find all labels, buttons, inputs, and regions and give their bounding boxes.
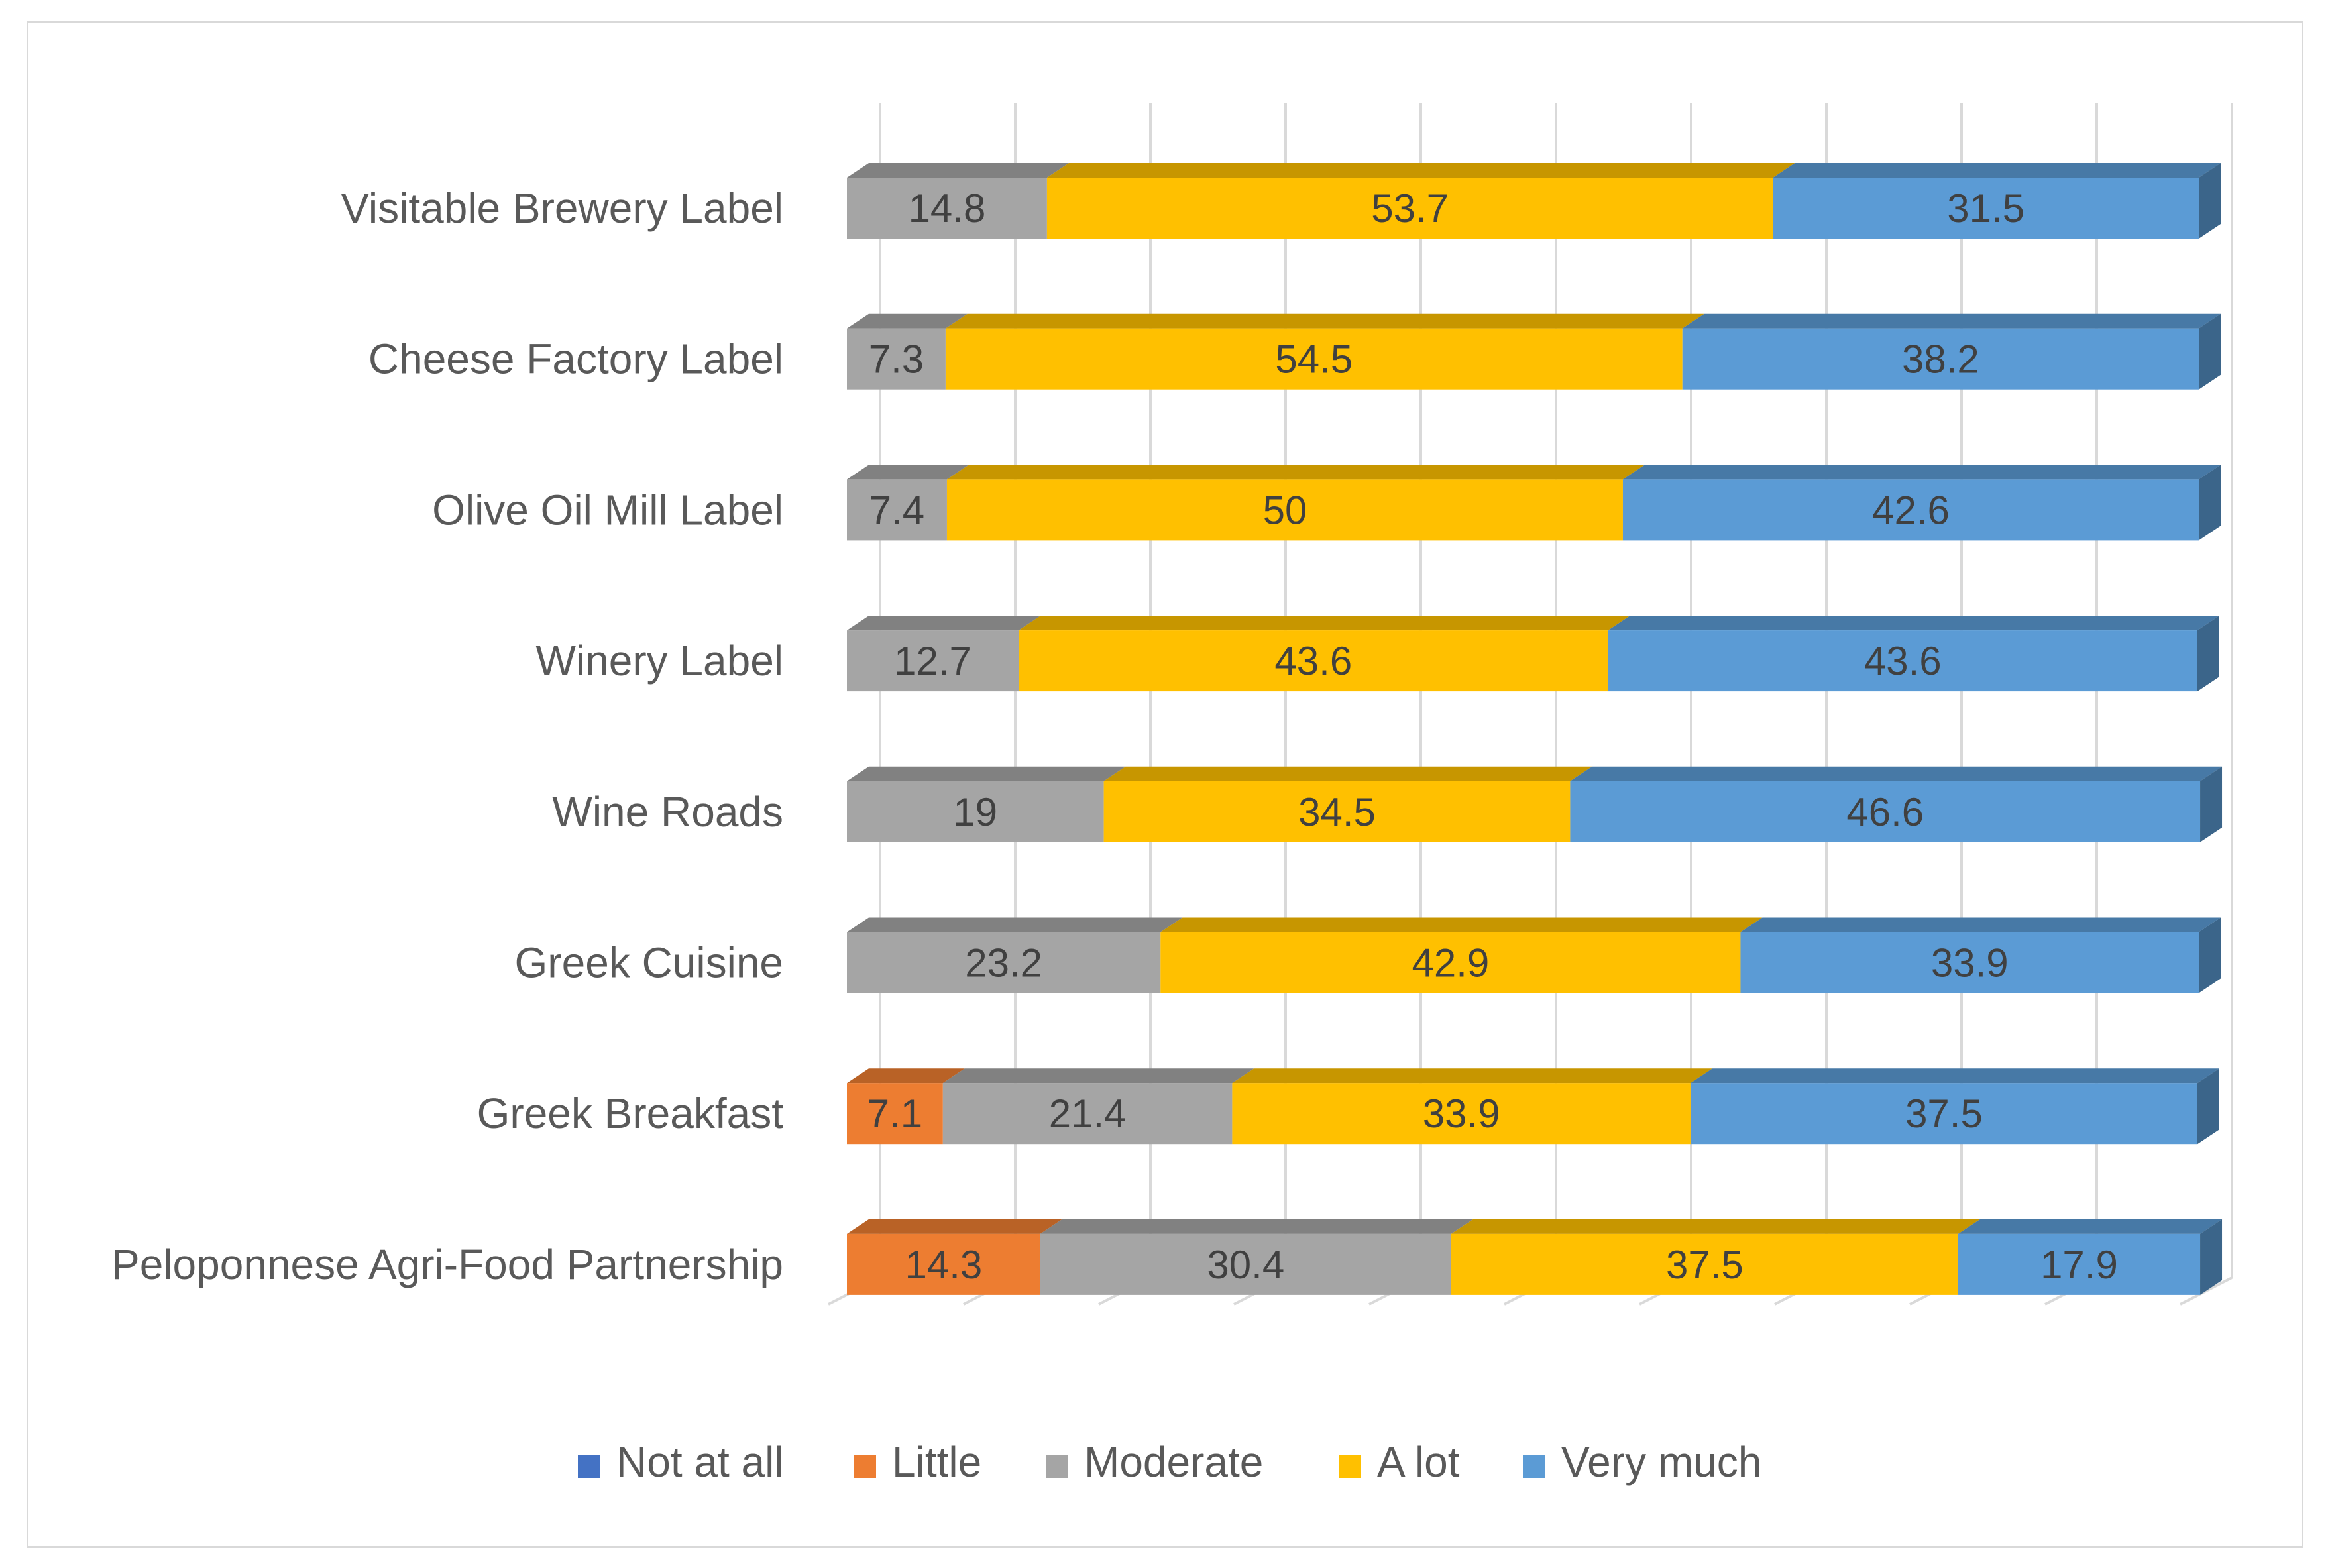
data-label: 7.1 <box>867 1092 922 1136</box>
legend-swatch <box>1523 1455 1545 1478</box>
bar-segment-a-lot <box>945 313 1704 390</box>
legend-item-very-much: Very much <box>1523 1438 1761 1486</box>
data-label: 33.9 <box>1423 1092 1500 1136</box>
bar-segment-moderate <box>847 465 969 541</box>
bar-segment-a-lot <box>1046 163 1795 239</box>
category-label: Visitable Brewery Label <box>341 184 783 232</box>
data-label: 19 <box>953 790 997 834</box>
data-label: 17.9 <box>2040 1243 2118 1287</box>
bar-segment-little <box>847 1068 965 1145</box>
bar-segment-very-much <box>1690 1068 2219 1145</box>
category-label: Winery Label <box>536 637 784 685</box>
bar-segment-very-much <box>1622 465 2221 541</box>
data-label: 46.6 <box>1846 790 1924 834</box>
data-label: 14.3 <box>905 1243 982 1287</box>
category-label: Olive Oil Mill Label <box>432 486 783 533</box>
data-label: 7.3 <box>869 337 924 382</box>
data-label: 43.6 <box>1864 639 1942 683</box>
legend-swatch <box>1339 1455 1361 1478</box>
bar-segment-a-lot <box>1019 616 1630 692</box>
bar-segment-very-much <box>1570 766 2223 842</box>
legend-label: Not at all <box>616 1438 784 1486</box>
data-label: 38.2 <box>1902 337 1979 382</box>
data-label: 42.6 <box>1872 488 1950 532</box>
category-label: Peloponnese Agri-Food Partnership <box>111 1241 783 1288</box>
bar-segment-very-much <box>1682 313 2221 390</box>
category-labels: Visitable Brewery Label Cheese Factory La… <box>111 184 783 1288</box>
data-label: 14.8 <box>909 186 986 231</box>
legend: Not at all Little Moderate A lot Very much <box>578 1438 1761 1486</box>
legend-item-moderate: Moderate <box>1046 1438 1263 1486</box>
data-label: 30.4 <box>1207 1243 1284 1287</box>
bar-segment-a-lot <box>946 465 1645 541</box>
legend-item-little: Little <box>854 1438 981 1486</box>
gridline-100 <box>2180 103 2233 1306</box>
data-label: 50 <box>1263 488 1307 532</box>
data-label: 12.7 <box>894 639 971 683</box>
data-label: 54.5 <box>1275 337 1353 382</box>
category-label: Wine Roads <box>552 788 783 836</box>
legend-label: Moderate <box>1084 1438 1263 1486</box>
bar-segment-moderate <box>942 1068 1254 1145</box>
data-label: 33.9 <box>1931 941 2009 985</box>
bar-segment-very-much <box>1958 1219 2223 1295</box>
data-label: 37.5 <box>1666 1243 1744 1287</box>
bar-segment-very-much <box>1608 616 2219 692</box>
bar-segment-a-lot <box>1232 1068 1712 1145</box>
legend-label: Little <box>892 1438 981 1486</box>
bar-segment-moderate <box>1040 1219 1473 1295</box>
legend-label: A lot <box>1377 1438 1460 1486</box>
data-label: 53.7 <box>1371 186 1449 231</box>
data-label: 34.5 <box>1298 790 1376 834</box>
bar-segment-a-lot <box>1451 1219 1980 1295</box>
category-label: Cheese Factory Label <box>368 335 783 383</box>
legend-swatch <box>578 1455 600 1478</box>
data-label: 7.4 <box>869 488 924 532</box>
data-label: 42.9 <box>1412 941 1489 985</box>
bar-segment-little <box>847 1219 1062 1295</box>
bar-segment-moderate <box>847 766 1126 842</box>
data-label: 23.2 <box>965 941 1042 985</box>
data-label: 31.5 <box>1947 186 2025 231</box>
legend-swatch <box>854 1455 876 1478</box>
data-label: 37.5 <box>1905 1092 1983 1136</box>
data-label: 21.4 <box>1049 1092 1127 1136</box>
category-label: Greek Breakfast <box>477 1090 784 1137</box>
legend-swatch <box>1046 1455 1068 1478</box>
bar-segment-very-much <box>1740 917 2221 993</box>
bar-segment-a-lot <box>1160 917 1763 993</box>
bar-segment-very-much <box>1773 163 2221 239</box>
data-label: 43.6 <box>1274 639 1352 683</box>
bars <box>847 163 2223 1295</box>
bar-segment-moderate <box>847 917 1183 993</box>
data-labels: 14.8 53.7 31.5 7.3 54.5 38.2 7.4 50 42.6 12.7 43.6… <box>867 186 2118 1287</box>
bar-segment-moderate <box>847 616 1041 692</box>
bar-segment-moderate <box>847 163 1069 239</box>
bar-segment-a-lot <box>1103 766 1592 842</box>
category-label: Greek Cuisine <box>515 939 784 987</box>
legend-item-not-at-all: Not at all <box>578 1438 784 1486</box>
legend-item-a-lot: A lot <box>1339 1438 1460 1486</box>
bar-segment-moderate <box>847 313 968 390</box>
legend-label: Very much <box>1561 1438 1761 1486</box>
